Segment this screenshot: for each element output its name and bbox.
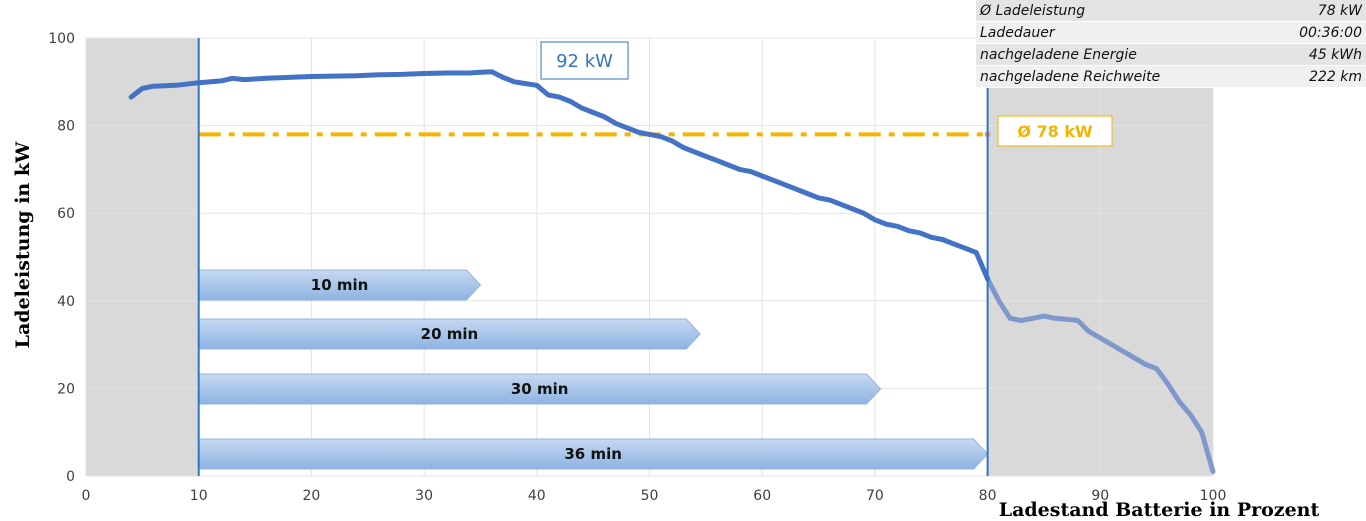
- y-tick-20: 20: [57, 381, 75, 397]
- y-tick-80: 80: [57, 119, 75, 135]
- shaded-region-0: [86, 38, 199, 476]
- x-tick-40: 40: [528, 488, 546, 504]
- y-tick-0: 0: [66, 469, 75, 485]
- x-tick-30: 30: [415, 488, 433, 504]
- duration-bar-label-3: 36 min: [564, 445, 622, 463]
- duration-bar-label-1: 20 min: [421, 325, 479, 343]
- charging-curve: [128, 69, 991, 282]
- x-tick-60: 60: [753, 488, 771, 504]
- marker-lines: [197, 38, 989, 476]
- y-axis-title: Ladeleistung in kW: [12, 141, 34, 348]
- x-tick-20: 20: [302, 488, 320, 504]
- tick-labels: 0 10 20 30 40 50 60 70 80 90 100 0 20 40 60 80 100: [48, 31, 1226, 504]
- y-tick-40: 40: [57, 294, 75, 310]
- y-tick-100: 100: [48, 31, 75, 47]
- peak-label-box: [540, 41, 629, 80]
- summary-value: 45 kWh: [1259, 43, 1366, 66]
- average-label-box: [997, 115, 1113, 147]
- x-tick-10: 10: [190, 488, 208, 504]
- duration-bar-label-0: 10 min: [311, 276, 369, 294]
- summary-row: Ladedauer 00:36:00: [976, 21, 1366, 44]
- x-axis-title: Ladestand Batterie in Prozent: [999, 499, 1320, 521]
- summary-row: nachgeladene Energie 45 kWh: [976, 43, 1366, 66]
- summary-label: Ø Ladeleistung: [976, 0, 1260, 22]
- x-tick-70: 70: [866, 488, 884, 504]
- summary-value: 00:36:00: [1259, 21, 1366, 44]
- summary-label: Ladedauer: [976, 21, 1260, 44]
- charging-curve-after-80: [985, 276, 1216, 475]
- y-tick-60: 60: [57, 206, 75, 222]
- summary-label: nachgeladene Energie: [976, 43, 1260, 66]
- duration-bars: 10 min 20 min 30 min 36 min: [198, 269, 989, 470]
- charging-summary-table: Ø Ladeleistung 78 kW Ladedauer 00:36:00 nach…: [976, 0, 1366, 88]
- average-line-group: [198, 131, 991, 138]
- peak-label: 92 kW: [556, 51, 613, 72]
- summary-label: nachgeladene Reichweite: [976, 65, 1260, 88]
- charging-curve-group: [128, 69, 1216, 475]
- annotations: 92 kW Ø 78 kW: [540, 41, 1113, 147]
- summary-value: 78 kW: [1259, 0, 1366, 22]
- x-tick-50: 50: [641, 488, 659, 504]
- x-tick-90: 90: [1091, 488, 1109, 504]
- x-tick-100: 100: [1200, 488, 1227, 504]
- duration-bar-label-2: 30 min: [511, 380, 569, 398]
- x-tick-80: 80: [979, 488, 997, 504]
- summary-value: 222 km: [1259, 65, 1366, 88]
- x-tick-0: 0: [82, 488, 91, 504]
- average-label: Ø 78 kW: [1017, 122, 1093, 141]
- summary-row: Ø Ladeleistung 78 kW: [976, 0, 1366, 22]
- summary-row: nachgeladene Reichweite 222 km: [976, 65, 1366, 88]
